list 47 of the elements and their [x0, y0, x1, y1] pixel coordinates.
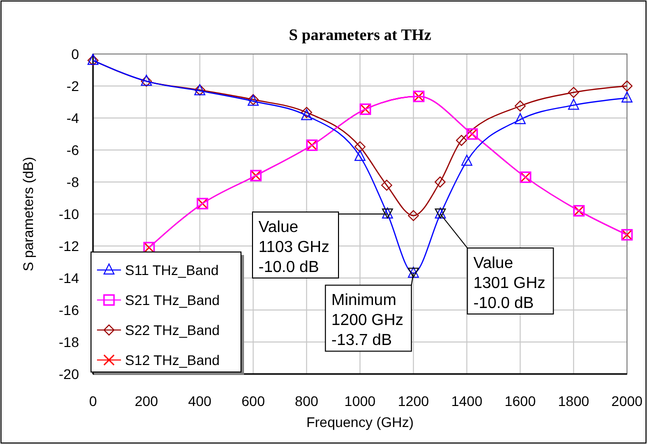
- annotation: Minimum 1200 GHz -13.7 dB: [331, 292, 404, 350]
- point: [301, 106, 312, 118]
- y-tick-label: 0: [71, 46, 80, 62]
- y-tick-label: -20: [58, 366, 80, 382]
- point: [408, 210, 419, 222]
- x-axis-title: Frequency (GHz): [306, 414, 414, 430]
- x-tick-label: 1400: [451, 393, 483, 409]
- annotation: Value 1301 GHz -10.0 dB: [473, 255, 546, 312]
- x-tick-label: 1200: [398, 393, 430, 409]
- x-tick-label: 2000: [611, 393, 643, 409]
- y-tick-label: -4: [66, 110, 80, 126]
- x-tick-label: 800: [294, 393, 318, 409]
- point: [514, 113, 526, 124]
- y-tick-label: -12: [58, 238, 80, 254]
- point: [622, 80, 632, 92]
- legend-label: S22 THz_Band: [125, 322, 220, 338]
- point: [568, 98, 580, 110]
- y-tick-label: -10: [58, 206, 80, 222]
- point: [461, 154, 472, 166]
- x-tick-label: 400: [188, 393, 212, 409]
- x-tick-label: 1800: [558, 393, 590, 409]
- annotation: Value 1103 GHz -10.0 dB: [258, 219, 330, 276]
- x-tick-label: 200: [134, 393, 158, 409]
- legend-label: S12 THz_Band: [125, 352, 220, 368]
- point: [622, 92, 632, 102]
- y-tick-label: -2: [66, 78, 80, 94]
- point: [381, 180, 392, 191]
- point: [568, 86, 580, 98]
- point: [514, 100, 526, 112]
- y-tick-label: -16: [58, 302, 80, 318]
- chart-title: S parameters at THz: [288, 27, 432, 44]
- x-tick-label: 0: [89, 393, 98, 409]
- legend-label: S11 THz_Band: [125, 262, 219, 278]
- y-axis-title: S parameters (dB): [20, 156, 36, 272]
- point: [301, 109, 312, 120]
- legend-label: S21 THz_Band: [125, 292, 220, 308]
- x-tick-label: 1600: [504, 393, 536, 409]
- y-tick-label: -6: [66, 142, 80, 158]
- x-tick-label: 600: [242, 393, 266, 409]
- point: [354, 150, 366, 161]
- x-tick-label: 1000: [344, 393, 376, 409]
- point: [456, 134, 467, 146]
- y-tick-label: -8: [66, 174, 80, 190]
- point: [434, 176, 446, 188]
- point: [354, 141, 366, 152]
- y-tick-label: -18: [58, 334, 80, 350]
- y-tick-label: -14: [58, 270, 80, 286]
